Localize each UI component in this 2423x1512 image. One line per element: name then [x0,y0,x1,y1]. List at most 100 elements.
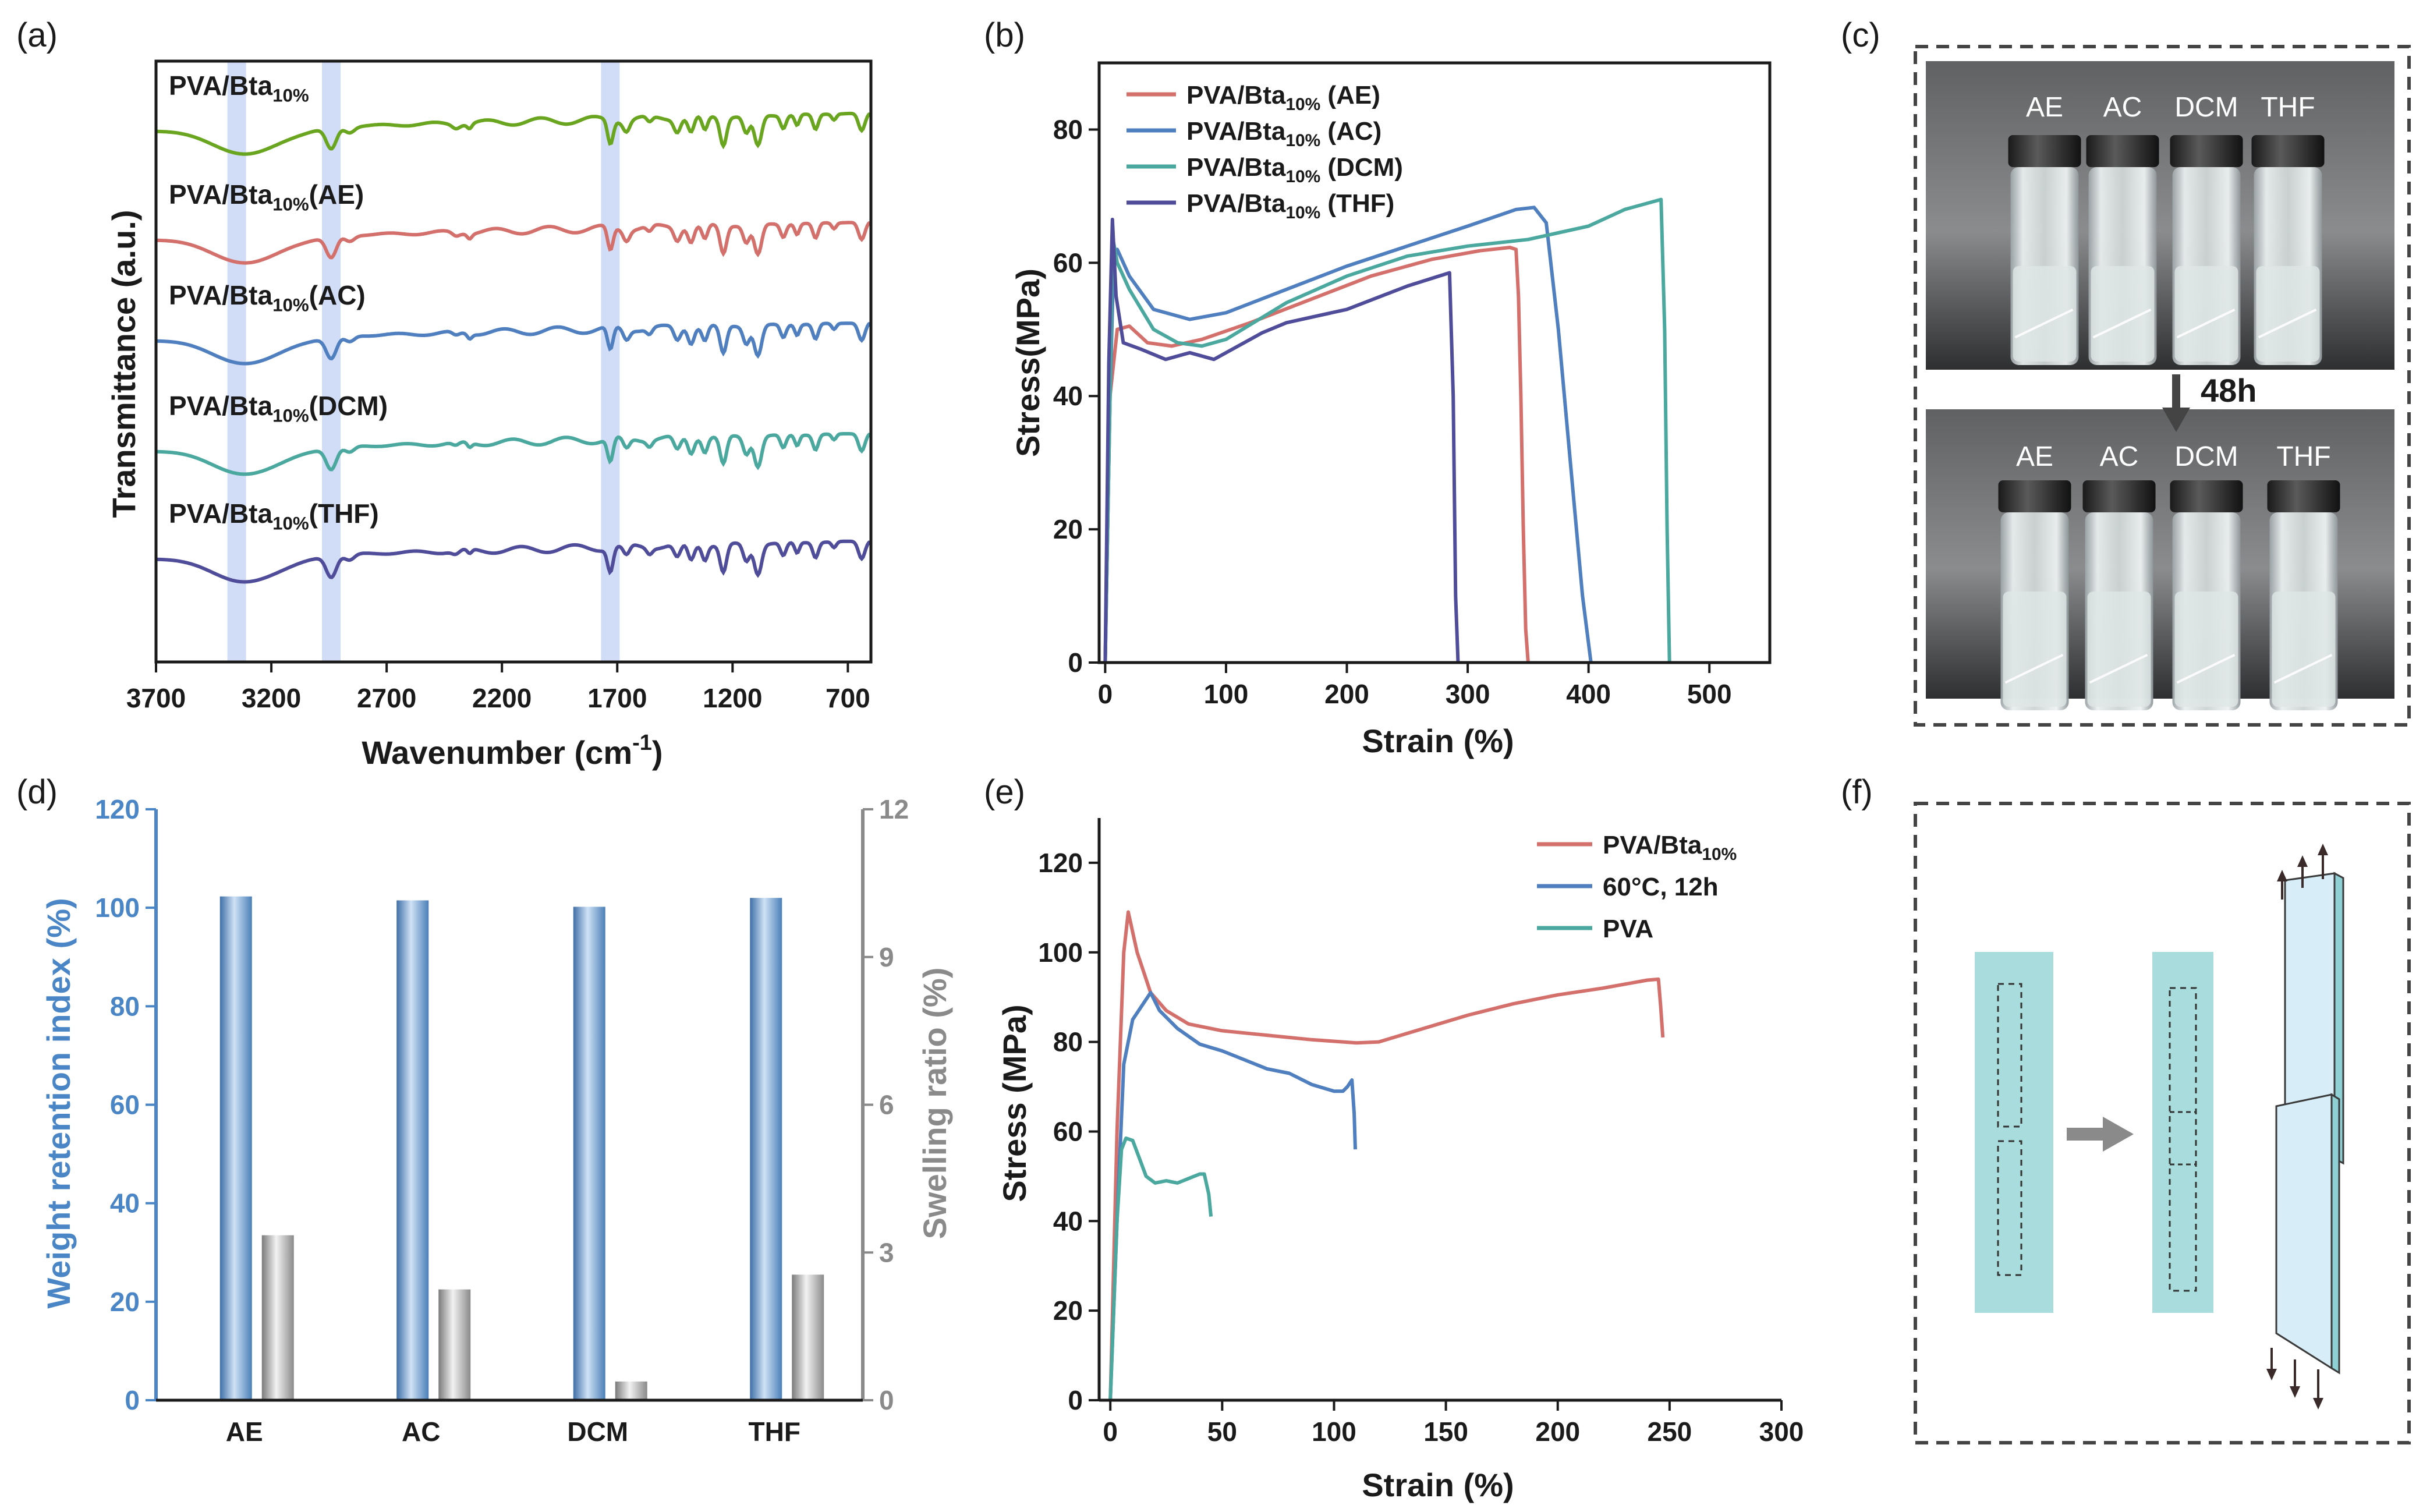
c-top-labels: AE AC DCM THF [2026,92,2315,123]
f-film-top-edge [2333,872,2344,1165]
e-legend-label-0: PVA/Bta10% [1603,831,1737,864]
b-ytick-label-3: 60 [1053,247,1083,278]
a-plot-frame [154,59,873,664]
c-bottom-label-3: THF [2276,441,2330,472]
c-photo-before [1926,61,2394,370]
e-xtick-label-0: 0 [1103,1417,1118,1447]
c-vial-bottom-0-liquid [2003,592,2067,707]
e-series-line-1 [1108,991,1357,1401]
e-xtick-label-5: 250 [1647,1417,1692,1447]
a-band-1 [322,61,341,662]
a-series-label-2: PVA/Bta10%(AC) [169,280,366,316]
f-down-arrow-icon-2 [2313,1398,2323,1410]
e-legend-label-1: 60°C, 12h [1603,873,1719,901]
f-right-arrow-icon [2103,1117,2134,1152]
b-xtick-label-2: 200 [1324,679,1369,709]
c-vials [1998,135,2340,710]
b-series-line-0 [1103,246,1530,663]
e-ticks: 0 50 100 150 200 250 300 0 20 40 60 80 100 120 [1038,848,1804,1447]
f-dashed-overlap [2169,987,2197,1292]
f-down-arrow-icon-0 [2266,1369,2277,1380]
c-vial-bottom-2-liquid [2174,592,2238,707]
b-series-line-2 [1103,197,1671,663]
f-down-arrow-icon-1 [2290,1386,2300,1398]
e-ytick-label-2: 40 [1053,1206,1083,1236]
c-vial-top-0-cap [2008,135,2081,167]
d-ytick-left-label-2: 40 [110,1188,140,1219]
e-ytick-label-3: 60 [1053,1116,1083,1146]
e-ytick-label-5: 100 [1038,937,1083,968]
a-spectrum-1 [156,221,872,265]
c-vial-bottom-2-film [2176,653,2236,684]
d-ytick-left-label-1: 20 [110,1287,140,1317]
panel-f: (f) [1841,773,2411,1444]
d-ticks: AE AC DCM THF 0 20 40 60 80 100 120 0 3 6 9 12 [95,794,909,1447]
c-vial-bottom-1-film [2089,653,2148,684]
b-xtick-label-5: 500 [1687,679,1732,709]
a-x-axis-label: Wavenumber (cm-1) [362,731,663,771]
c-vial-top-3 [2251,135,2325,365]
c-vial-top-0-liquid [2013,266,2077,362]
a-spectrum-0 [156,111,872,156]
c-vial-top-2-liquid [2174,266,2238,362]
b-legend: PVA/Bta10% (AE)PVA/Bta10% (AC)PVA/Bta10%… [1127,81,1403,222]
f-dashed-piece-top [1997,983,2022,1128]
b-y-axis-label: Stress(MPa) [1009,268,1046,457]
c-bottom-label-0: AE [2016,441,2053,472]
b-legend-label-0: PVA/Bta10% (AE) [1186,81,1380,114]
a-series-label-4: PVA/Bta10%(THF) [169,498,379,534]
d-bars [219,896,824,1400]
d-ytick-left-label-0: 0 [125,1385,140,1415]
b-ticks: 0 100 200 300 400 500 0 20 40 60 80 [1053,114,1732,709]
c-vial-bottom-0-film [2004,653,2064,684]
b-legend-label-2: PVA/Bta10% (DCM) [1186,153,1403,186]
c-vial-top-0-film [2014,308,2074,339]
a-xtick-label-3: 2200 [472,683,532,713]
d-bar-swelling-2 [615,1381,647,1400]
panel-b-label: (b) [984,16,1025,54]
c-vial-bottom-3-cap [2267,480,2340,512]
a-xtick-label-0: 3700 [126,683,186,713]
e-y-axis-label: Stress (MPa) [996,1004,1033,1202]
c-top-label-0: AE [2026,92,2063,123]
panel-e-label: (e) [984,773,1025,811]
c-vial-bottom-0 [1998,480,2071,710]
a-xtick-label-1: 3200 [242,683,301,713]
c-vial-bottom-1-liquid [2087,592,2151,707]
f-strip-overlapped [2152,952,2213,1313]
c-down-arrow-icon [2162,408,2190,432]
f-force-arrows [2266,844,2328,1410]
d-right-axis-label: Swelling ratio (%) [916,968,953,1240]
d-category-label-0: AE [226,1417,263,1447]
c-vial-bottom-3 [2267,480,2340,710]
e-ytick-label-6: 120 [1038,848,1083,878]
a-spectra [156,111,872,584]
e-legend-label-2: PVA [1603,915,1653,943]
d-ytick-left-label-6: 120 [95,794,140,824]
b-series-line-3 [1103,217,1460,663]
d-bar-weight-2 [573,907,605,1400]
f-dashed-piece-bottom [1997,1140,2022,1276]
c-vial-top-1-film [2092,308,2152,339]
a-xtick-label-2: 2700 [357,683,416,713]
c-vial-top-1-cap [2086,135,2159,167]
d-bar-swelling-0 [261,1235,294,1400]
c-vial-top-2-cap [2170,135,2243,167]
d-ytick-right-label-2: 6 [879,1090,894,1120]
f-up-arrow-icon-2 [2318,844,2328,855]
e-xtick-label-4: 200 [1535,1417,1580,1447]
c-vial-top-1-liquid [2091,266,2155,362]
f-strip-separate [1975,952,2053,1313]
panel-a-label: (a) [16,16,58,54]
panel-c-label: (c) [1841,16,1880,54]
panel-d: (d) AE AC DCM THF 0 20 40 60 80 100 120 0 3 6 9 12 Weig… [16,773,953,1447]
e-xtick-label-6: 300 [1759,1417,1804,1447]
c-vial-bottom-1 [2082,480,2156,710]
a-spectrum-3 [156,432,872,476]
c-bottom-labels: AE AC DCM THF [2016,441,2331,472]
panel-e: (e) 0 50 100 150 200 250 300 0 20 40 60 80 100 120 PV… [984,773,1804,1503]
b-curves [1103,197,1671,663]
a-xtick-label-5: 1200 [703,683,762,713]
e-xtick-label-3: 150 [1423,1417,1468,1447]
